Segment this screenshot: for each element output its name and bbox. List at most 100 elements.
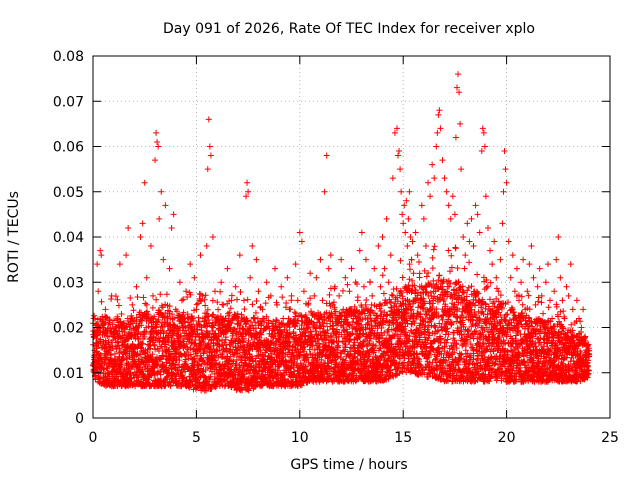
data-point <box>237 289 244 296</box>
data-point <box>142 300 149 307</box>
data-point <box>202 302 209 309</box>
data-point <box>198 298 205 305</box>
data-point <box>194 300 201 307</box>
data-point <box>146 338 153 345</box>
data-point <box>249 301 256 308</box>
data-point <box>120 354 127 361</box>
data-point <box>215 306 222 313</box>
data-point <box>227 346 234 353</box>
data-point <box>461 265 468 272</box>
data-point <box>244 296 251 303</box>
data-point <box>252 355 259 362</box>
data-point <box>423 273 430 280</box>
data-point <box>283 300 290 307</box>
data-point <box>406 266 413 273</box>
data-point <box>91 312 98 319</box>
data-point <box>157 291 164 298</box>
data-point <box>103 314 110 320</box>
data-point <box>474 271 481 278</box>
data-point <box>133 314 140 321</box>
data-point <box>193 376 200 383</box>
data-point <box>397 257 404 264</box>
data-point <box>363 296 370 303</box>
data-point <box>165 339 172 346</box>
data-point <box>184 343 191 350</box>
data-point <box>111 350 118 357</box>
data-point <box>214 299 221 306</box>
data-point <box>169 311 176 318</box>
data-point <box>118 311 125 318</box>
data-point <box>200 350 207 357</box>
data-point <box>326 291 333 298</box>
data-point <box>166 346 173 353</box>
data-point <box>160 353 167 360</box>
data-point <box>232 371 239 378</box>
data-point <box>454 295 461 302</box>
data-point <box>140 294 147 301</box>
data-point <box>222 334 229 341</box>
data-point <box>489 300 496 307</box>
data-point <box>273 316 280 323</box>
data-point <box>137 344 144 351</box>
data-point <box>210 324 217 331</box>
data-point <box>101 344 108 351</box>
data-point <box>135 374 142 381</box>
data-point <box>177 341 184 348</box>
data-point <box>279 345 286 352</box>
data-point <box>206 320 213 327</box>
data-point <box>420 318 427 325</box>
data-point <box>206 376 213 383</box>
data-point <box>429 265 436 272</box>
data-point <box>339 287 346 294</box>
data-point <box>241 371 248 378</box>
data-point <box>130 307 137 314</box>
data-point <box>242 321 249 328</box>
data-point <box>134 330 141 337</box>
data-point <box>180 323 187 330</box>
data-point <box>221 362 228 369</box>
data-point <box>149 304 156 311</box>
data-point <box>245 387 252 394</box>
data-point <box>431 243 438 250</box>
data-point <box>176 357 183 364</box>
data-point <box>230 358 237 365</box>
data-point <box>247 342 254 349</box>
data-point <box>163 374 170 381</box>
data-point <box>161 314 168 321</box>
data-point <box>258 331 265 338</box>
data-point <box>237 318 244 325</box>
data-point <box>128 315 135 322</box>
data-point <box>138 322 145 329</box>
data-point <box>158 302 165 309</box>
data-point <box>110 317 117 324</box>
data-point <box>93 332 100 339</box>
data-point <box>201 296 208 303</box>
data-point <box>171 315 178 322</box>
data-point <box>252 309 259 316</box>
data-point <box>291 309 298 316</box>
data-point <box>145 311 152 318</box>
data-point <box>180 296 187 303</box>
data-point <box>105 369 112 376</box>
data-point <box>145 323 152 330</box>
data-point <box>416 258 422 265</box>
data-point <box>201 373 208 380</box>
data-point <box>183 349 190 356</box>
data-point <box>454 265 461 272</box>
data-point <box>138 355 145 362</box>
data-point <box>227 353 234 360</box>
data-point <box>261 319 268 326</box>
data-point <box>163 291 170 298</box>
data-point <box>202 292 209 299</box>
data-point <box>226 309 233 316</box>
data-point <box>217 288 224 295</box>
data-point <box>117 318 124 325</box>
data-point <box>452 245 459 252</box>
data-point <box>177 332 184 339</box>
data-point <box>151 313 158 320</box>
data-point <box>209 297 216 304</box>
data-point <box>113 346 120 353</box>
data-point <box>149 351 156 358</box>
data-point <box>279 294 286 301</box>
